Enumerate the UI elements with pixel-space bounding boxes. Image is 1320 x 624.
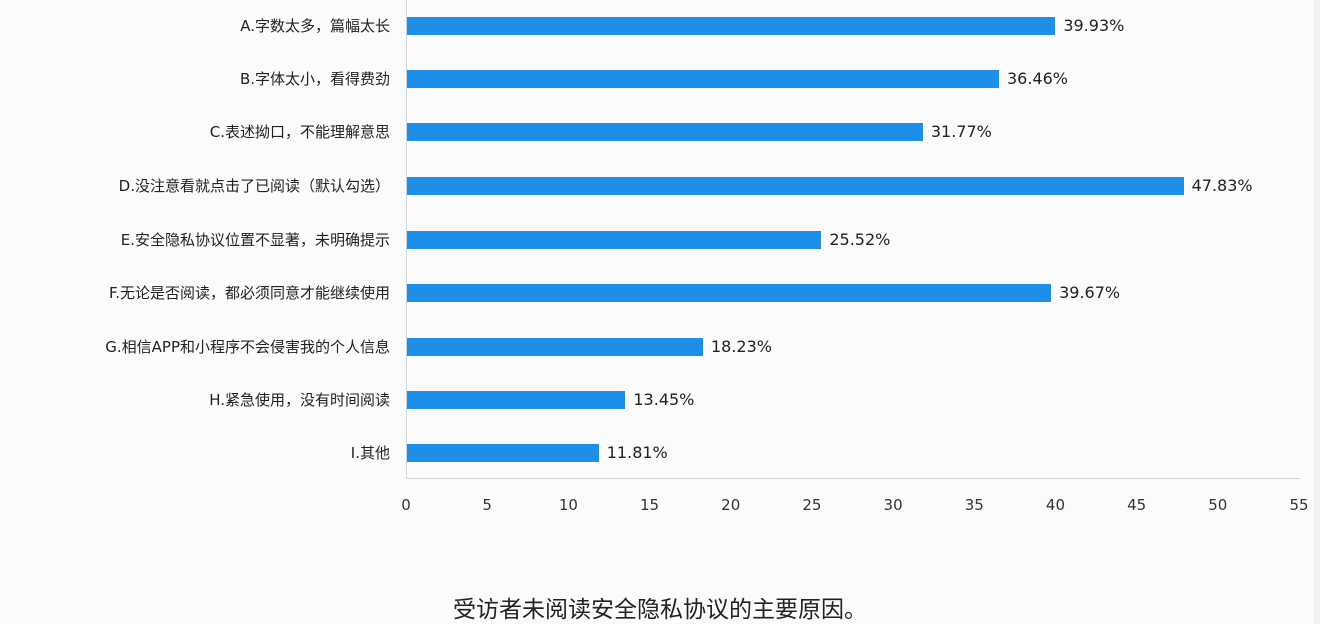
category-label: A.字数太多，篇幅太长 — [240, 17, 390, 35]
x-tick-label: 35 — [964, 496, 984, 514]
value-label: 25.52% — [829, 230, 891, 249]
x-tick-label: 10 — [558, 496, 578, 514]
category-label: C.表述拗口，不能理解意思 — [209, 123, 390, 141]
x-tick-label: 50 — [1208, 496, 1228, 514]
category-label: H.紧急使用，没有时间阅读 — [209, 391, 390, 409]
bar — [407, 231, 822, 249]
bar — [407, 17, 1056, 35]
value-label: 31.77% — [930, 122, 992, 141]
bar — [407, 123, 923, 141]
right-edge — [1314, 0, 1320, 624]
bar — [407, 391, 626, 409]
x-tick-label: 40 — [1045, 496, 1065, 514]
x-tick-label: 25 — [802, 496, 822, 514]
category-label: F.无论是否阅读，都必须同意才能继续使用 — [109, 284, 390, 302]
bar — [407, 177, 1184, 195]
x-tick-label: 45 — [1127, 496, 1147, 514]
value-label: 47.83% — [1191, 176, 1253, 195]
category-label: D.没注意看就点击了已阅读（默认勾选） — [118, 177, 390, 195]
chart-caption: 受访者未阅读安全隐私协议的主要原因。 — [453, 597, 867, 623]
value-label: 11.81% — [606, 443, 668, 462]
bar — [407, 284, 1052, 302]
x-tick-label: 5 — [482, 496, 492, 514]
plot-area — [406, 0, 1300, 479]
value-label: 18.23% — [710, 337, 772, 356]
value-label: 39.67% — [1059, 283, 1121, 302]
category-label: G.相信APP和小程序不会侵害我的个人信息 — [105, 338, 390, 356]
x-tick-label: 30 — [883, 496, 903, 514]
value-label: 39.93% — [1063, 16, 1125, 35]
x-tick-label: 0 — [401, 496, 411, 514]
category-label: B.字体太小，看得费劲 — [239, 70, 390, 88]
bar — [407, 444, 599, 462]
value-label: 36.46% — [1006, 69, 1068, 88]
value-label: 13.45% — [633, 390, 695, 409]
bar — [407, 338, 703, 356]
category-label: I.其他 — [350, 444, 390, 462]
category-label: E.安全隐私协议位置不显著，未明确提示 — [120, 231, 390, 249]
x-tick-label: 55 — [1289, 496, 1309, 514]
x-tick-label: 15 — [639, 496, 660, 514]
bar — [407, 70, 999, 88]
x-tick-label: 20 — [721, 496, 741, 514]
